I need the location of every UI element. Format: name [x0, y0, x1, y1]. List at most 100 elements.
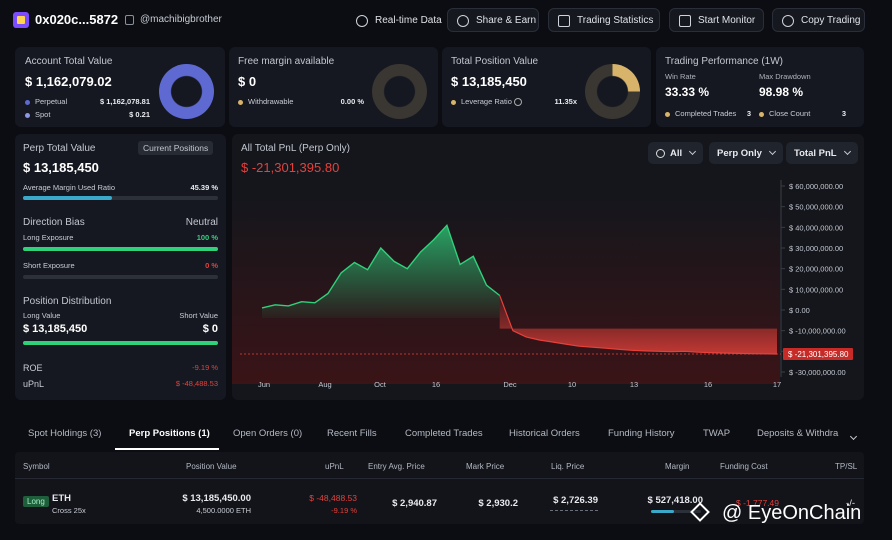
avg-margin-value: 45.39 %: [190, 183, 218, 192]
x-tick-label: Aug: [318, 380, 331, 389]
chart-background: [232, 194, 780, 384]
active-tab-underline: [115, 448, 219, 450]
pnl-chart-title: All Total PnL (Perp Only): [241, 143, 350, 154]
short-value-label: Short Value: [179, 311, 218, 320]
drawdown-value: 98.98 %: [759, 85, 804, 99]
margin-cell: $ 527,418.00: [647, 495, 703, 506]
liq-distance-indicator: [550, 510, 598, 511]
pnl-chart-value: $ -21,301,395.80: [241, 160, 340, 175]
account-value-card: Account Total Value $ 1,162,079.02 Perpe…: [15, 47, 225, 127]
column-header[interactable]: uPnL: [325, 462, 344, 471]
avg-margin-label: Average Margin Used Ratio: [23, 183, 115, 192]
card-title: Trading Performance (1W): [665, 56, 783, 67]
tab-item[interactable]: Spot Holdings (3): [28, 428, 102, 439]
position-size-cell: 4,500.0000 ETH: [196, 506, 251, 515]
user-handle[interactable]: @machibigbrother: [140, 14, 222, 25]
x-tick-label: 10: [568, 380, 576, 389]
roe-label: ROE: [23, 363, 43, 373]
y-tick-label: $ 50,000,000.00: [789, 203, 843, 212]
win-rate-value: 33.33 %: [665, 85, 710, 99]
range-filter-dropdown[interactable]: All: [648, 142, 704, 164]
funding-cost-cell: $ -1,777.49: [735, 498, 779, 508]
trading-statistics-button[interactable]: Trading Statistics: [548, 8, 660, 32]
close-count-label: Close Count: [759, 109, 810, 118]
direction-bias-label: Direction Bias: [23, 217, 85, 228]
tab-item[interactable]: Funding History: [608, 428, 675, 439]
realtime-data-button[interactable]: Real-time Data: [346, 8, 443, 32]
tab-item[interactable]: Perp Positions (1): [129, 428, 210, 439]
short-exposure-label: Short Exposure: [23, 261, 75, 270]
column-header[interactable]: Entry Avg. Price: [368, 462, 425, 471]
x-tick-label: 16: [704, 380, 712, 389]
refresh-icon: [356, 15, 368, 27]
position-value: $ 13,185,450: [451, 74, 527, 89]
x-tick-label: Oct: [374, 380, 387, 389]
liq-price-cell: $ 2,726.39: [553, 495, 598, 506]
x-tick-label: Dec: [503, 380, 517, 389]
tab-item[interactable]: TWAP: [703, 428, 731, 439]
wallet-address: 0x020c...5872: [35, 12, 119, 27]
column-header[interactable]: Position Value: [186, 462, 237, 471]
mode-filter-dropdown[interactable]: Perp Only: [709, 142, 783, 164]
copy-icon[interactable]: [125, 15, 134, 25]
y-tick-label: $ 20,000,000.00: [789, 265, 843, 274]
x-tick-label: 13: [630, 380, 638, 389]
upnl-label: uPnL: [23, 379, 45, 389]
column-header[interactable]: Mark Price: [466, 462, 505, 471]
direction-bias-value: Neutral: [185, 217, 218, 228]
column-header[interactable]: TP/SL: [835, 462, 858, 471]
win-rate-label: Win Rate: [665, 72, 696, 81]
free-margin-value: $ 0: [238, 74, 257, 89]
symbol-cell[interactable]: ETH: [52, 493, 71, 504]
current-value-tag: [783, 348, 853, 361]
y-tick-label: $ 40,000,000.00: [789, 223, 843, 232]
tab-item[interactable]: Historical Orders: [509, 428, 580, 439]
tpsl-cell[interactable]: -/-: [846, 498, 855, 509]
perp-summary-panel: Perp Total Value Current Positions $ 13,…: [15, 134, 226, 400]
y-tick-label: $ -30,000,000.00: [789, 368, 846, 377]
short-amount: $ 0: [202, 323, 218, 335]
share-earn-button[interactable]: Share & Earn: [447, 8, 539, 32]
tab-item[interactable]: Deposits & Withdra: [757, 428, 839, 439]
distribution-bar: [23, 341, 218, 345]
metric-filter-dropdown[interactable]: Total PnL: [786, 142, 858, 164]
y-tick-label: $ 0.00: [789, 306, 810, 315]
table-divider: [15, 478, 864, 479]
start-monitor-button[interactable]: Start Monitor: [669, 8, 764, 32]
mark-price-cell: $ 2,930.2: [478, 498, 518, 509]
tab-item[interactable]: Open Orders (0): [233, 428, 303, 439]
spot-value: $ 0.21: [129, 110, 150, 119]
trading-performance-card: Trading Performance (1W) Win Rate 33.33 …: [656, 47, 864, 127]
long-amount: $ 13,185,450: [23, 323, 88, 335]
free-margin-card: Free margin available $ 0 Withdrawable 0…: [229, 47, 438, 127]
column-header[interactable]: Liq. Price: [551, 462, 585, 471]
y-tick-label: $ 30,000,000.00: [789, 244, 843, 253]
long-exposure-bar: [23, 247, 218, 251]
tabs-more-icon[interactable]: [849, 431, 858, 442]
account-value: $ 1,162,079.02: [25, 74, 112, 89]
column-header[interactable]: Margin: [665, 462, 690, 471]
short-exposure-value: 0 %: [205, 261, 218, 270]
position-value-cell: $ 13,185,450.00: [182, 493, 251, 504]
column-header[interactable]: Symbol: [23, 462, 50, 471]
pnl-negative-area: [499, 295, 777, 354]
leverage-value: 11.35x: [554, 97, 577, 106]
tab-item[interactable]: Completed Trades: [405, 428, 483, 439]
y-tick-label: $ 60,000,000.00: [789, 182, 843, 191]
long-value-label: Long Value: [23, 311, 61, 320]
completed-trades-value: 3: [746, 109, 751, 118]
y-tick-label: $ -10,000,000.00: [789, 327, 846, 336]
column-header[interactable]: Funding Cost: [720, 462, 768, 471]
perpetual-value: $ 1,162,078.81: [99, 97, 150, 106]
tab-item[interactable]: Recent Fills: [327, 428, 377, 439]
card-title: Total Position Value: [451, 56, 539, 67]
x-tick-label: 16: [432, 380, 440, 389]
copy-trading-button[interactable]: Copy Trading: [772, 8, 865, 32]
copy-trading-icon: [782, 15, 794, 27]
pnl-positive-line: [261, 223, 501, 309]
current-value-label: $ -21,301,395.80: [788, 350, 849, 359]
leverage-label: Leverage Ratio: [451, 97, 522, 107]
table-row[interactable]: Long ETH Cross 25x $ 13,185,450.00 4,500…: [15, 479, 864, 524]
avatar: [13, 12, 29, 28]
x-tick-label: 17: [773, 380, 781, 389]
